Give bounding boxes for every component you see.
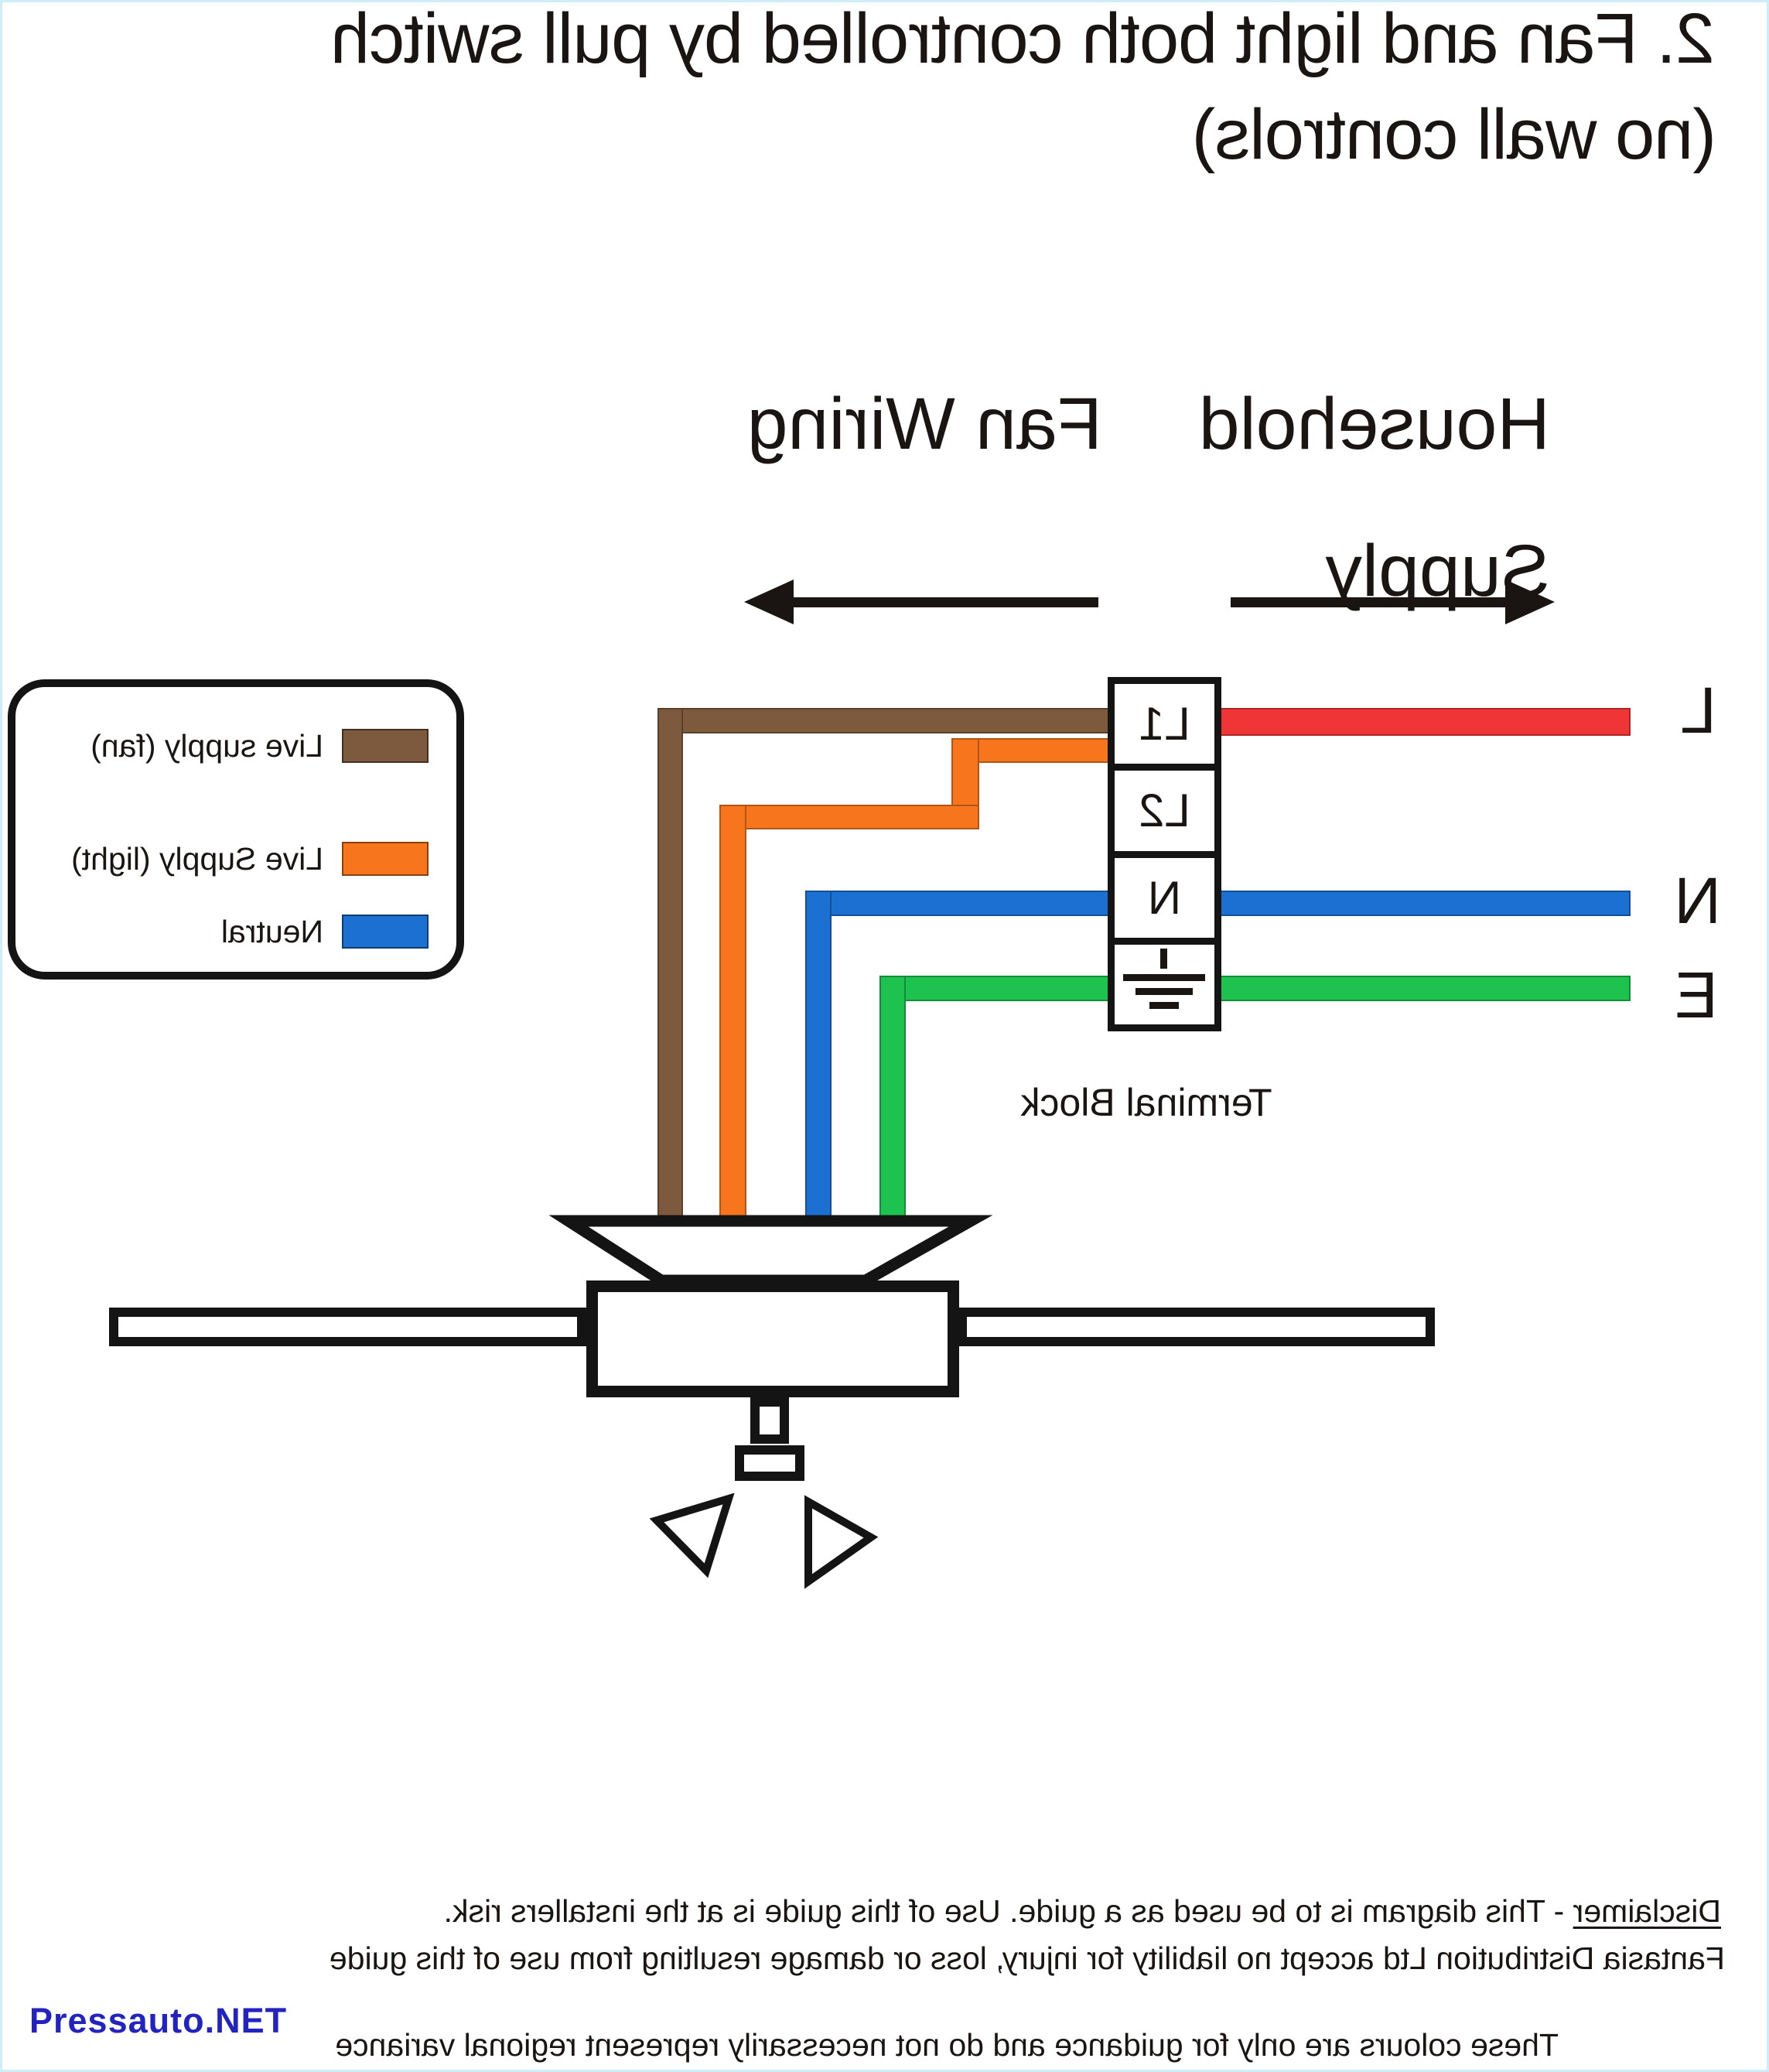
fan-blade-left xyxy=(958,1308,1435,1346)
disclaimer-word: Disclaimer xyxy=(1573,1893,1721,1929)
terminal-cell-earth xyxy=(1108,937,1221,1031)
fan-pull-chain-left-icon xyxy=(804,1495,879,1589)
fan-stem-upper xyxy=(750,1397,789,1444)
disclaimer-line2: Fantasia Distribution Ltd accept no liab… xyxy=(329,1940,1725,1976)
fan-canopy xyxy=(548,1215,993,1287)
fan-blade-right xyxy=(109,1308,586,1346)
disclaimer-line3: These colours are only for guidance and … xyxy=(335,2027,1559,2063)
fan-stem-lower xyxy=(735,1445,804,1481)
fan-pull-chain-right-icon xyxy=(649,1492,735,1578)
pressauto-watermark: Pressauto.NET xyxy=(29,2001,288,2040)
disclaimer-line1-rest: - This diagram is to be used as a guide.… xyxy=(443,1893,1573,1929)
disclaimer-line1: Disclaimer - This diagram is to be used … xyxy=(444,1893,1721,1930)
earth-symbol-icon xyxy=(1123,949,1206,1010)
fan-motor-body xyxy=(586,1280,959,1397)
terminal-block: L1 L2 N xyxy=(1108,677,1221,1031)
